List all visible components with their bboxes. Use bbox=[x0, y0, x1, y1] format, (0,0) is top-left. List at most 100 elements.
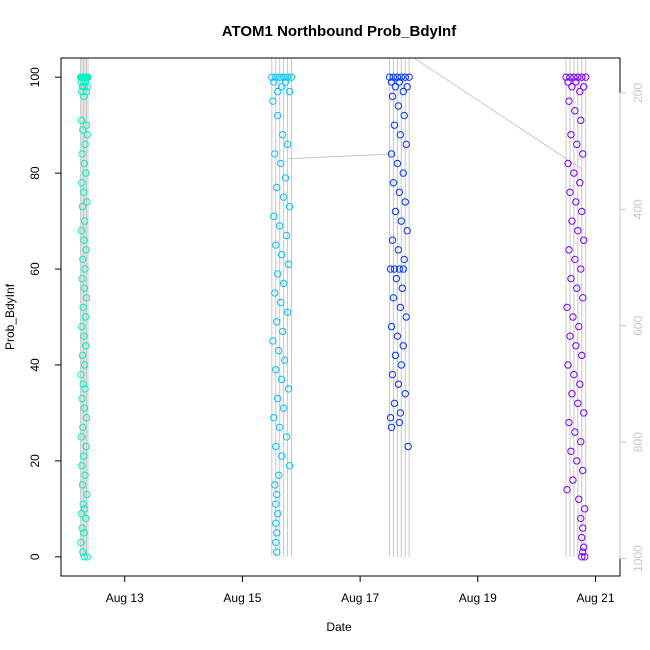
series-3-point bbox=[563, 303, 571, 312]
series-3-point bbox=[564, 78, 572, 86]
series-2-point bbox=[399, 265, 407, 273]
series-2-point bbox=[402, 313, 410, 321]
series-3-point bbox=[568, 217, 576, 225]
y2-axis: 200 400 600 800 1000 bbox=[619, 83, 645, 572]
series-0-point bbox=[79, 548, 87, 556]
series-3-point bbox=[564, 361, 572, 369]
series-2-point bbox=[396, 131, 405, 139]
series-1-point bbox=[275, 423, 284, 432]
series-0-point bbox=[82, 294, 91, 302]
x-tick-label: Aug 15 bbox=[223, 591, 261, 605]
series-2-point bbox=[390, 265, 399, 273]
series-0-point bbox=[80, 217, 89, 225]
series-3-point bbox=[580, 543, 588, 551]
series-1-point bbox=[277, 375, 286, 384]
series-1-point bbox=[287, 73, 296, 81]
series-2-point bbox=[399, 169, 407, 177]
series-0-point bbox=[80, 404, 88, 412]
series-3-point bbox=[571, 107, 579, 115]
series-3-point bbox=[570, 370, 578, 379]
series-1-point bbox=[275, 346, 283, 355]
series-1-point bbox=[283, 308, 292, 316]
series-3-point bbox=[574, 399, 582, 408]
series-3-point bbox=[564, 159, 572, 168]
series-0-point bbox=[77, 116, 86, 125]
series-1-point bbox=[283, 140, 292, 149]
series-2-point bbox=[387, 322, 396, 331]
series-0-point bbox=[82, 342, 90, 350]
series-0-point bbox=[77, 509, 86, 518]
series-0-point bbox=[78, 202, 87, 211]
series-2-point bbox=[400, 111, 408, 120]
series-3-point bbox=[572, 198, 580, 206]
series-2-point bbox=[396, 409, 405, 417]
y-axis-label: Prob_BdyInf bbox=[3, 283, 17, 350]
series-1-point bbox=[279, 404, 288, 412]
series-2-point bbox=[399, 87, 407, 96]
series-3-point bbox=[568, 390, 576, 398]
series-2-point bbox=[394, 380, 403, 388]
series-1-point bbox=[284, 260, 293, 268]
series-2-point bbox=[390, 121, 399, 129]
series-1-point bbox=[276, 298, 285, 307]
series-1-point bbox=[273, 318, 281, 326]
series-2-point bbox=[395, 265, 404, 273]
series-1-point bbox=[271, 481, 279, 489]
series-3-point bbox=[565, 97, 573, 105]
series-0-point bbox=[80, 361, 89, 369]
series-3-point bbox=[579, 548, 587, 556]
series-2-point bbox=[394, 246, 403, 254]
series-1-point bbox=[271, 289, 279, 297]
y-tick-label: 80 bbox=[28, 166, 42, 180]
connector-lines bbox=[286, 57, 582, 169]
series-2-point bbox=[399, 342, 407, 350]
series-0-point bbox=[79, 380, 87, 388]
series-1-point bbox=[274, 87, 282, 96]
series-2-point bbox=[401, 73, 409, 81]
series-0-point bbox=[79, 255, 87, 264]
series-3-point bbox=[576, 87, 584, 96]
series-3-point bbox=[580, 409, 588, 417]
series-3-point bbox=[578, 553, 586, 561]
series-0-point bbox=[78, 351, 87, 360]
series-3-point bbox=[573, 140, 581, 149]
series-0-point bbox=[77, 226, 86, 235]
series-3-point bbox=[580, 236, 588, 244]
series-0-point bbox=[80, 83, 89, 91]
series-2-point bbox=[386, 265, 395, 273]
series-1-point bbox=[273, 183, 281, 192]
series-3-point bbox=[566, 332, 574, 340]
series-0-point bbox=[80, 159, 88, 168]
series-3-point bbox=[579, 466, 587, 475]
series-0-point bbox=[78, 274, 86, 283]
series-3-point bbox=[573, 284, 581, 292]
series-2-point bbox=[397, 73, 406, 81]
y-tick-label: 100 bbox=[28, 67, 42, 87]
series-1-point bbox=[285, 202, 294, 211]
series-1-point bbox=[282, 231, 291, 240]
series-2-point bbox=[400, 255, 408, 264]
series-3-point bbox=[577, 438, 585, 446]
series-0-point bbox=[80, 284, 88, 292]
series-2-point bbox=[395, 418, 404, 427]
series-3-point bbox=[580, 505, 589, 513]
series-1-point bbox=[274, 270, 282, 278]
vertical-guide-lines bbox=[80, 58, 587, 557]
series-0-point bbox=[79, 303, 87, 312]
series-2-point bbox=[403, 83, 411, 91]
series-3-point bbox=[567, 447, 575, 455]
y-tick-label: 40 bbox=[28, 358, 42, 372]
series-0-point bbox=[83, 131, 91, 139]
series-2-point bbox=[391, 207, 400, 216]
series-1-point bbox=[274, 509, 282, 518]
series-1-point bbox=[276, 159, 285, 168]
series-3-point bbox=[568, 83, 576, 91]
series-2-point bbox=[388, 236, 397, 244]
series-1-point bbox=[281, 78, 290, 86]
series-2-point bbox=[386, 414, 395, 422]
series-3-point bbox=[580, 83, 588, 91]
y2-tick-label: 800 bbox=[631, 432, 645, 452]
series-0-point bbox=[82, 121, 91, 129]
series-0-point bbox=[80, 236, 88, 244]
series-0-point bbox=[78, 394, 86, 403]
